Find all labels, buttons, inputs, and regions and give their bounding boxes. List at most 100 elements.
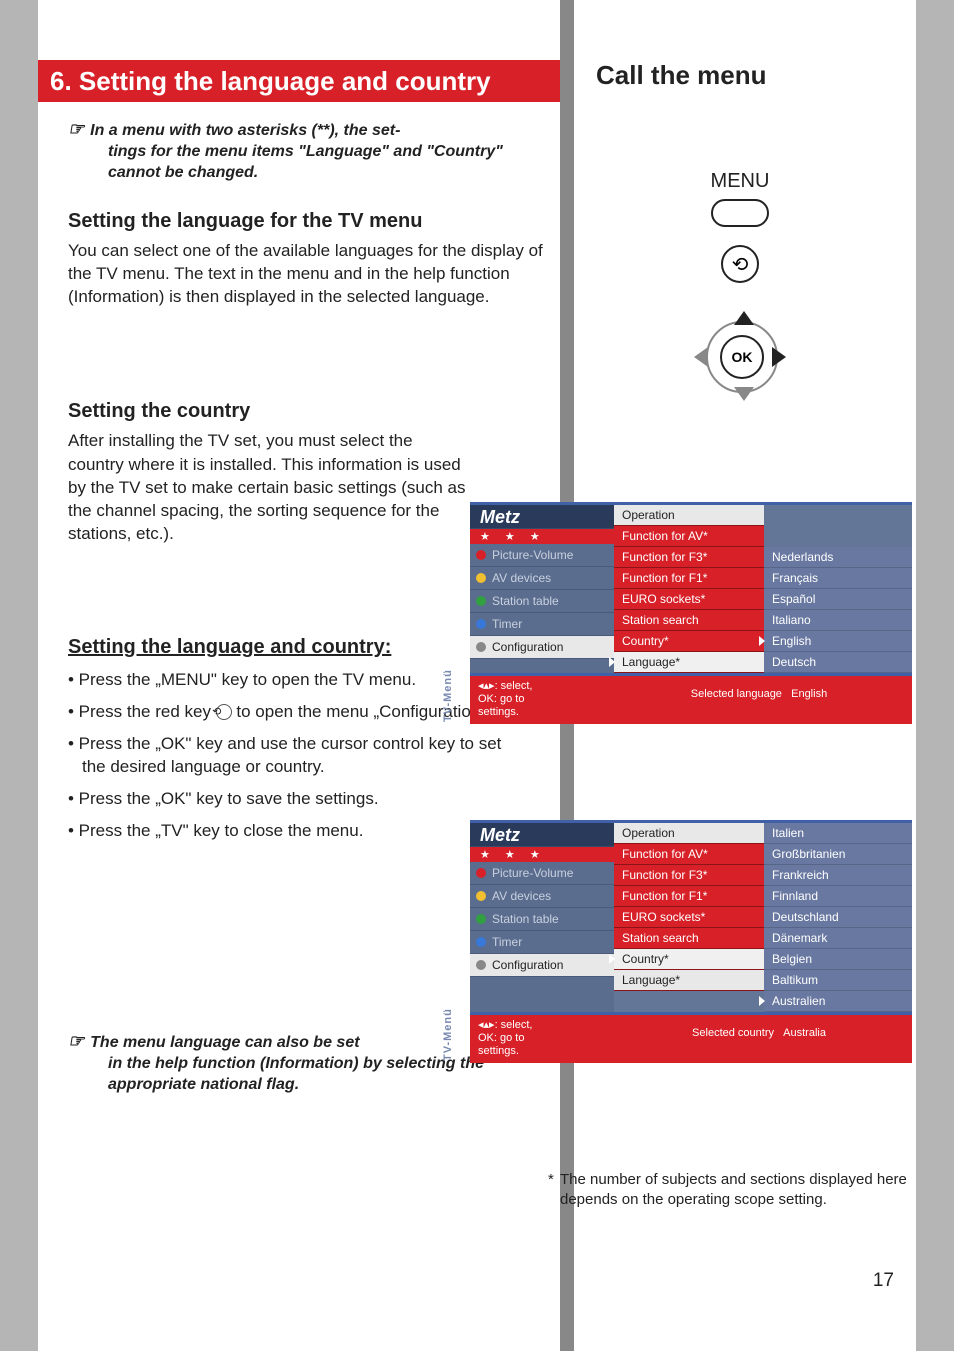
menu-item[interactable]: Station search	[614, 610, 764, 631]
dot-icon	[476, 596, 486, 606]
body-set-country-a: After installing the TV set, you must se…	[68, 430, 566, 453]
dpad-icon: OK	[690, 305, 790, 405]
note-2-first: The menu language can also be set	[90, 1034, 359, 1051]
step-item: • Press the „TV" key to close the menu.	[68, 819, 508, 843]
sidebar-item[interactable]: Picture-Volume	[470, 862, 614, 885]
menu-item[interactable]: Function for AV*	[614, 844, 764, 865]
blank-row	[764, 505, 912, 526]
menu-footer: ◂▴▸: select,OK: go tosettings. Selected …	[470, 676, 912, 724]
ok-key-icon: OK	[720, 335, 764, 379]
tv-menu-vertical-label: TV-Menü	[442, 669, 454, 722]
option-item[interactable]: Nederlands	[764, 547, 912, 568]
hint-text: ◂▴▸: select,OK: go tosettings.	[478, 680, 614, 720]
arrow-up-icon	[734, 311, 754, 325]
menu-item[interactable]: Country*	[614, 631, 764, 652]
option-item[interactable]: Español	[764, 589, 912, 610]
marker-icon	[609, 954, 615, 964]
menu-item-selected[interactable]: Language*	[614, 652, 764, 673]
heading-set-language: Setting the language for the TV menu	[68, 210, 422, 233]
option-item[interactable]: Frankreich	[764, 865, 912, 886]
page-number: 17	[873, 1270, 894, 1292]
option-item[interactable]: Belgien	[764, 949, 912, 970]
menu-screenshot-country: TV-Menü Metz ★ ★ ★ Picture-Volume AV dev…	[470, 820, 912, 1063]
body-set-country-b: country where it is installed. This info…	[68, 454, 468, 546]
stars-row: ★ ★ ★	[470, 529, 614, 544]
dot-icon	[476, 937, 486, 947]
menu-item[interactable]: EURO sockets*	[614, 907, 764, 928]
heading-steps: Setting the language and country:	[68, 636, 391, 659]
menu-item[interactable]: Station search	[614, 928, 764, 949]
dot-icon	[476, 891, 486, 901]
step-item: • Press the „OK" key to save the setting…	[68, 787, 508, 811]
hint-text: ◂▴▸: select,OK: go tosettings.	[478, 1019, 614, 1059]
blank-row	[764, 526, 912, 547]
call-menu-title: Call the menu	[596, 60, 766, 91]
body-set-language: You can select one of the available lang…	[68, 240, 558, 309]
section-title: 6. Setting the language and country	[38, 60, 560, 102]
option-item[interactable]: Australien	[764, 991, 912, 1012]
metz-logo: Metz	[470, 505, 614, 529]
sidebar-item[interactable]: Station table	[470, 908, 614, 931]
arrow-right-icon	[772, 347, 786, 367]
sidebar-item-selected[interactable]: Configuration	[470, 954, 614, 977]
note-2-rest: in the help function (Information) by se…	[108, 1054, 518, 1096]
menu-footer: ◂▴▸: select,OK: go tosettings. Selected …	[470, 1015, 912, 1063]
option-item[interactable]: Italiano	[764, 610, 912, 631]
menu-item[interactable]: Function for F3*	[614, 547, 764, 568]
menu-key-icon	[711, 199, 769, 227]
dot-icon	[476, 550, 486, 560]
option-item[interactable]: English	[764, 631, 912, 652]
dot-icon	[476, 868, 486, 878]
sidebar-item[interactable]: Timer	[470, 931, 614, 954]
dot-icon	[476, 960, 486, 970]
menu-item-selected[interactable]: Country*	[614, 949, 764, 970]
dot-icon	[476, 619, 486, 629]
sidebar-item[interactable]: Picture-Volume	[470, 544, 614, 567]
menu-middle-column: Operation Function for AV* Function for …	[614, 823, 764, 1012]
menu-item[interactable]: Operation	[614, 823, 764, 844]
arrow-left-icon	[694, 347, 708, 367]
heading-set-country: Setting the country	[68, 400, 250, 423]
pointing-hand-icon: ☞	[68, 119, 84, 139]
note-1-text-rest: tings for the menu items "Language" and …	[108, 142, 543, 184]
marker-icon	[609, 657, 615, 667]
marker-icon	[759, 636, 765, 646]
metz-logo: Metz	[470, 823, 614, 847]
red-key-icon: ⟲	[216, 704, 232, 720]
sidebar-item-selected[interactable]: Configuration	[470, 636, 614, 659]
menu-item[interactable]: Function for F3*	[614, 865, 764, 886]
menu-item[interactable]: EURO sockets*	[614, 589, 764, 610]
option-item[interactable]: Großbritanien	[764, 844, 912, 865]
remote-diagram: MENU ⟲ OK	[620, 170, 860, 405]
option-item[interactable]: Baltikum	[764, 970, 912, 991]
menu-item[interactable]: Function for F1*	[614, 886, 764, 907]
menu-middle-column: Operation Function for AV* Function for …	[614, 505, 764, 673]
marker-icon	[759, 996, 765, 1006]
menu-item[interactable]: Operation	[614, 505, 764, 526]
sidebar-item[interactable]: AV devices	[470, 567, 614, 590]
menu-key-label: MENU	[620, 170, 860, 193]
menu-screenshot-language: TV-Menü Metz ★ ★ ★ Picture-Volume AV dev…	[470, 502, 912, 724]
option-item[interactable]: Finnland	[764, 886, 912, 907]
footnote: * The number of subjects and sections di…	[560, 1170, 910, 1209]
sidebar-item[interactable]: AV devices	[470, 885, 614, 908]
note-1-text-first: In a menu with two asterisks (**), the s…	[90, 122, 400, 139]
tv-menu-vertical-label: TV-Menü	[442, 1008, 454, 1061]
note-asterisks: ☞ In a menu with two asterisks (**), the …	[68, 118, 543, 183]
menu-sidebar: Metz ★ ★ ★ Picture-Volume AV devices Sta…	[470, 505, 614, 673]
sidebar-item[interactable]: Station table	[470, 590, 614, 613]
option-item[interactable]: Deutschland	[764, 907, 912, 928]
option-item[interactable]: Français	[764, 568, 912, 589]
sidebar-item[interactable]: Timer	[470, 613, 614, 636]
menu-item[interactable]: Function for F1*	[614, 568, 764, 589]
menu-sidebar: Metz ★ ★ ★ Picture-Volume AV devices Sta…	[470, 823, 614, 1012]
step-item: • Press the „OK" key and use the cursor …	[68, 732, 508, 780]
option-item[interactable]: Dänemark	[764, 928, 912, 949]
dot-icon	[476, 642, 486, 652]
pointing-hand-icon: ☞	[68, 1031, 84, 1051]
menu-right-column: Nederlands Français Español Italiano Eng…	[764, 505, 912, 673]
menu-item[interactable]: Language*	[614, 970, 764, 991]
option-item[interactable]: Deutsch	[764, 652, 912, 673]
option-item[interactable]: Italien	[764, 823, 912, 844]
menu-item[interactable]: Function for AV*	[614, 526, 764, 547]
